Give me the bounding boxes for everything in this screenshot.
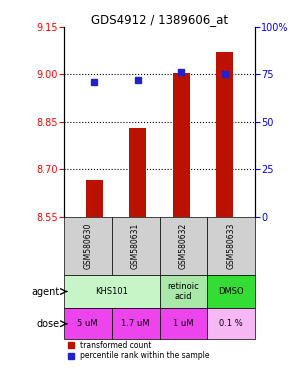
Bar xyxy=(160,308,207,339)
Text: retinoic
acid: retinoic acid xyxy=(168,282,199,301)
Text: GSM580633: GSM580633 xyxy=(227,222,236,269)
Text: KHS101: KHS101 xyxy=(95,287,128,296)
Text: dose: dose xyxy=(37,319,60,329)
Bar xyxy=(112,308,160,339)
Legend: transformed count, percentile rank within the sample: transformed count, percentile rank withi… xyxy=(68,341,209,361)
Text: 1 uM: 1 uM xyxy=(173,319,194,328)
Bar xyxy=(207,275,255,308)
Bar xyxy=(160,217,207,275)
Text: GSM580632: GSM580632 xyxy=(179,223,188,269)
Bar xyxy=(207,217,255,275)
Bar xyxy=(160,275,207,308)
Text: GSM580630: GSM580630 xyxy=(83,222,92,269)
Bar xyxy=(64,308,112,339)
Bar xyxy=(216,52,233,217)
Text: 1.7 uM: 1.7 uM xyxy=(121,319,150,328)
Bar xyxy=(64,275,160,308)
Bar xyxy=(64,217,112,275)
Text: agent: agent xyxy=(32,286,60,296)
Bar xyxy=(207,308,255,339)
Text: GSM580631: GSM580631 xyxy=(131,223,140,269)
Text: DMSO: DMSO xyxy=(218,287,244,296)
Bar xyxy=(173,73,190,217)
Bar xyxy=(86,180,103,217)
Bar xyxy=(112,217,160,275)
Text: 5 uM: 5 uM xyxy=(77,319,98,328)
Bar xyxy=(129,128,146,217)
Title: GDS4912 / 1389606_at: GDS4912 / 1389606_at xyxy=(91,13,228,26)
Text: 0.1 %: 0.1 % xyxy=(220,319,243,328)
